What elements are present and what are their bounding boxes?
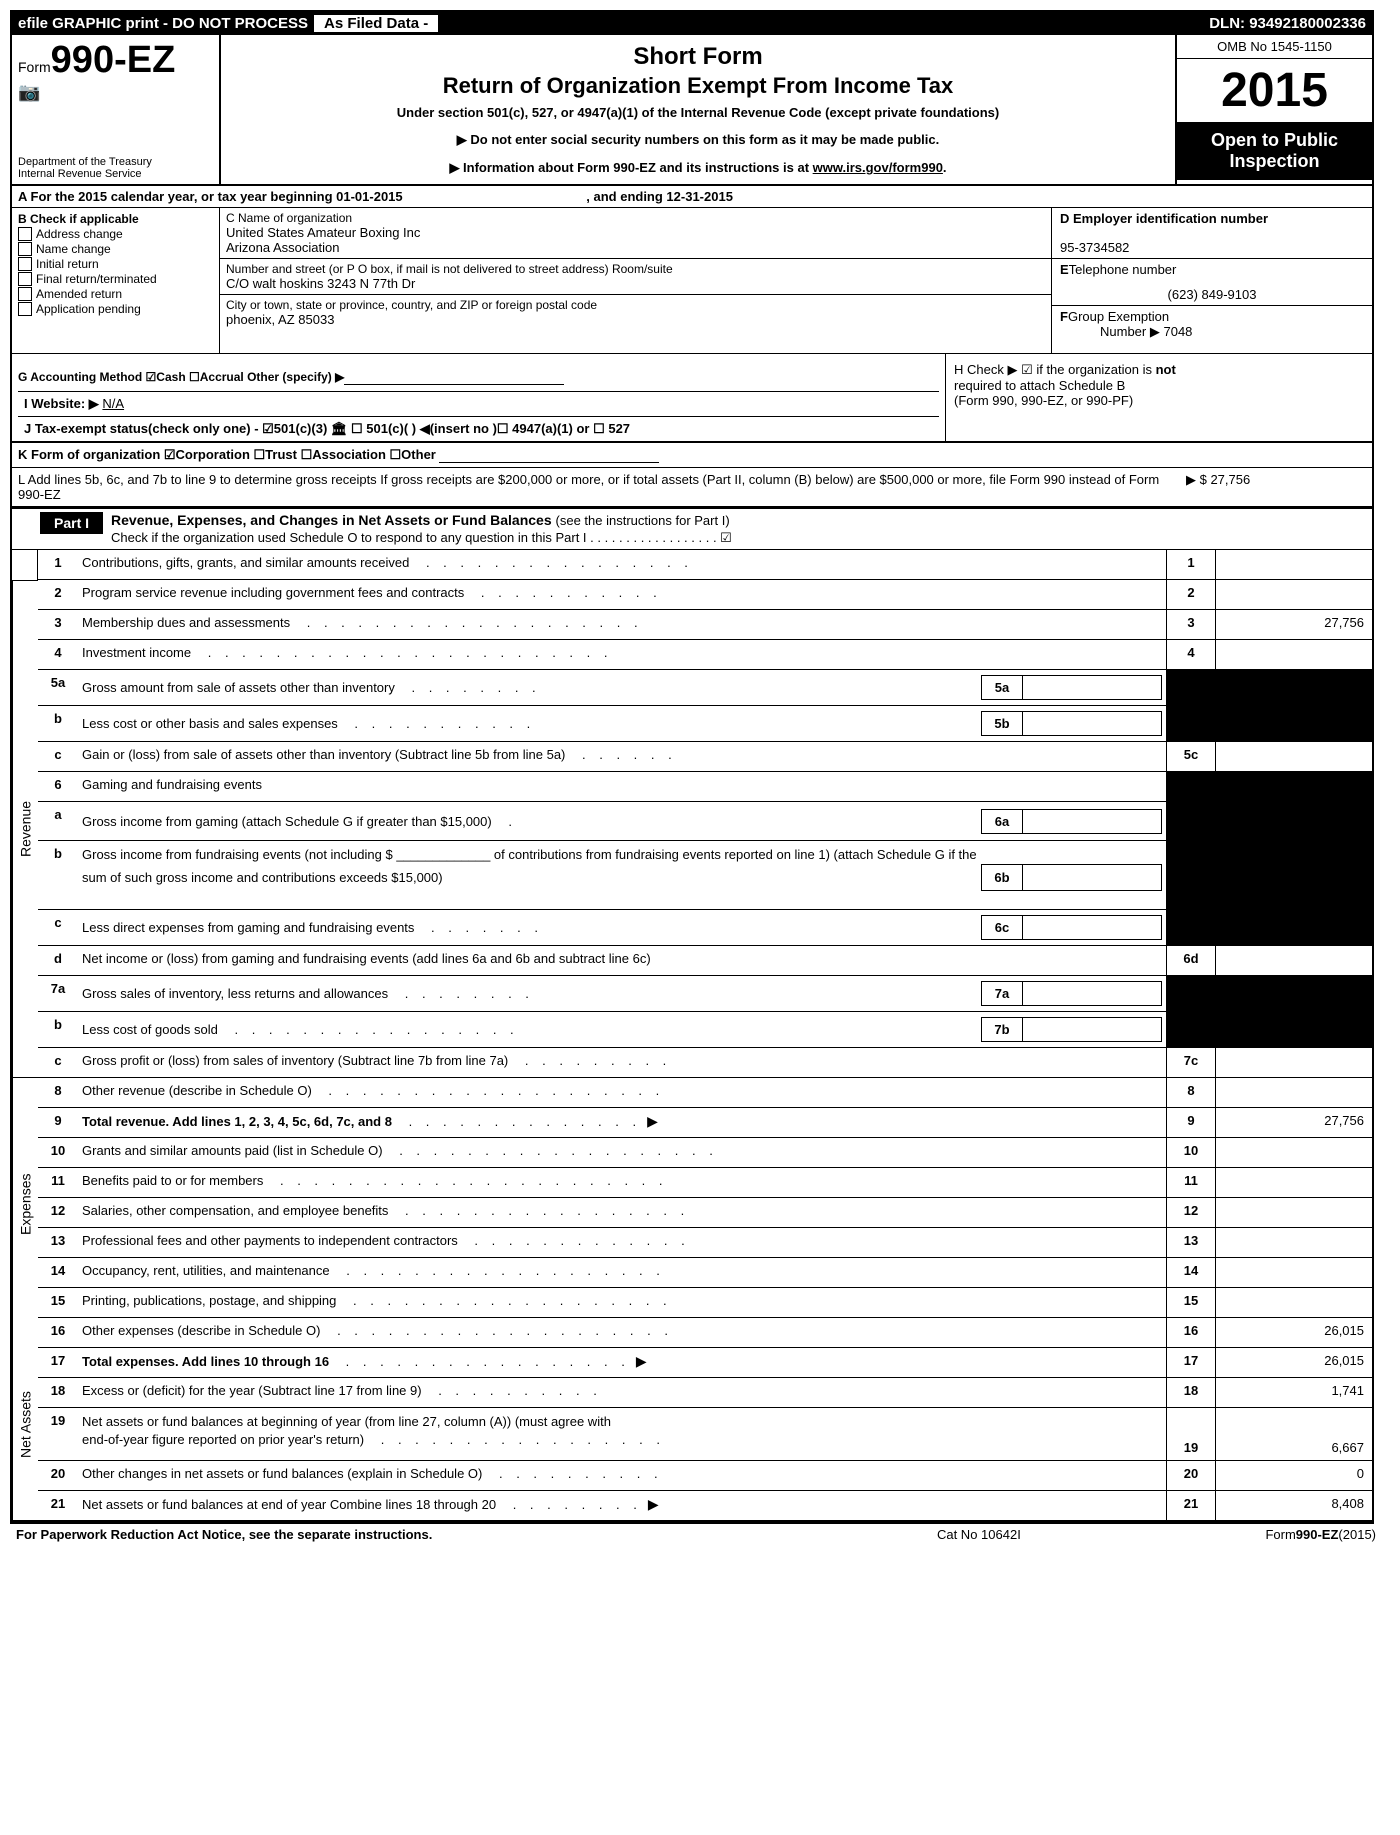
line-6a: aGross income from gaming (attach Schedu… — [38, 802, 1372, 841]
cb-initial-return[interactable]: Initial return — [18, 257, 213, 271]
line-6c: cLess direct expenses from gaming and fu… — [38, 910, 1372, 946]
ssn-warning: ▶ Do not enter social security numbers o… — [231, 132, 1165, 148]
vtab-net-assets: Net Assets — [12, 1330, 38, 1520]
header-title: Short Form Return of Organization Exempt… — [221, 35, 1175, 184]
city-row: City or town, state or province, country… — [220, 295, 1051, 353]
tax-year: 2015 — [1177, 59, 1372, 122]
header: Form990-EZ 📷 Department of the Treasury … — [12, 35, 1372, 186]
line-5c: cGain or (loss) from sale of assets othe… — [38, 742, 1372, 772]
form-number: Form990-EZ — [18, 39, 213, 82]
phone-box: ETelephone number (623) 849-9103 — [1052, 259, 1372, 306]
vtab-revenue: Revenue — [12, 580, 38, 1077]
section-bcdef: B Check if applicable Address change Nam… — [12, 208, 1372, 354]
line-10: 10Grants and similar amounts paid (list … — [38, 1138, 1372, 1168]
box-b: B Check if applicable Address change Nam… — [12, 208, 220, 353]
cb-final-return[interactable]: Final return/terminated — [18, 272, 213, 286]
gh-left: G Accounting Method ☑Cash ☐Accrual Other… — [12, 354, 945, 441]
title-return-exempt: Return of Organization Exempt From Incom… — [231, 73, 1165, 99]
part-1-header: Part I Revenue, Expenses, and Changes in… — [12, 507, 1372, 550]
line-l: L Add lines 5b, 6c, and 7b to line 9 to … — [12, 468, 1372, 507]
efile-notice: efile GRAPHIC print - DO NOT PROCESS — [18, 15, 308, 32]
line-9: 9Total revenue. Add lines 1, 2, 3, 4, 5c… — [38, 1108, 1372, 1138]
part-1-label: Part I — [40, 512, 103, 534]
omb-number: OMB No 1545-1150 — [1177, 35, 1372, 59]
irs-link[interactable]: www.irs.gov/form990 — [813, 160, 943, 175]
page-footer: For Paperwork Reduction Act Notice, see … — [10, 1524, 1382, 1545]
line-5b: bLess cost or other basis and sales expe… — [38, 706, 1372, 742]
line-14: 14Occupancy, rent, utilities, and mainte… — [38, 1258, 1372, 1288]
form-990ez: efile GRAPHIC print - DO NOT PROCESS As … — [10, 10, 1374, 1524]
line-i: I Website: ▶ N/A — [18, 391, 939, 416]
line-18: 18Excess or (deficit) for the year (Subt… — [38, 1378, 1372, 1408]
box-def: D Employer identification number 95-3734… — [1052, 208, 1372, 353]
info-link-line: ▶ Information about Form 990-EZ and its … — [231, 160, 1165, 176]
line-5a: 5aGross amount from sale of assets other… — [38, 670, 1372, 706]
treasury-dept: Department of the Treasury Internal Reve… — [18, 156, 213, 180]
schedule-o-check: Check if the organization used Schedule … — [111, 530, 1364, 546]
header-right: OMB No 1545-1150 2015 Open to Public Ins… — [1175, 35, 1372, 184]
box-c: C Name of organization United States Ama… — [220, 208, 1052, 353]
line-16: 16Other expenses (describe in Schedule O… — [38, 1318, 1372, 1348]
address-row: Number and street (or P O box, if mail i… — [220, 259, 1051, 295]
part-1-title: Revenue, Expenses, and Changes in Net As… — [103, 509, 1372, 549]
paperwork-notice: For Paperwork Reduction Act Notice, see … — [16, 1527, 432, 1542]
line-11: 11Benefits paid to or for members . . . … — [38, 1168, 1372, 1198]
vertical-tabs: Revenue Expenses Net Assets — [12, 550, 38, 1520]
line-j: J Tax-exempt status(check only one) - ☑5… — [18, 416, 939, 441]
line-6d: dNet income or (loss) from gaming and fu… — [38, 946, 1372, 976]
group-exemption-box: FGroup Exemption Number ▶ 7048 — [1052, 306, 1372, 353]
line-1: 1Contributions, gifts, grants, and simil… — [38, 550, 1372, 580]
line-21: 21Net assets or fund balances at end of … — [38, 1491, 1372, 1520]
line-7b: bLess cost of goods sold . . . . . . . .… — [38, 1012, 1372, 1048]
line-7a: 7aGross sales of inventory, less returns… — [38, 976, 1372, 1012]
line-h: H Check ▶ ☑ if the organization is not r… — [945, 354, 1372, 441]
org-name-row: C Name of organization United States Ama… — [220, 208, 1051, 259]
form-ref: Form990-EZ(2015) — [1265, 1527, 1376, 1542]
line-17: 17Total expenses. Add lines 10 through 1… — [38, 1348, 1372, 1378]
line-4: 4Investment income . . . . . . . . . . .… — [38, 640, 1372, 670]
dln: DLN: 93492180002336 — [1209, 15, 1366, 32]
line-g: G Accounting Method ☑Cash ☐Accrual Other… — [18, 364, 939, 391]
line-k: K Form of organization ☑Corporation ☐Tru… — [12, 442, 1372, 468]
cb-amended-return[interactable]: Amended return — [18, 287, 213, 301]
line-13: 13Professional fees and other payments t… — [38, 1228, 1372, 1258]
line-20: 20Other changes in net assets or fund ba… — [38, 1461, 1372, 1491]
line-8: 8Other revenue (describe in Schedule O) … — [38, 1078, 1372, 1108]
cb-address-change[interactable]: Address change — [18, 227, 213, 241]
section-ref: Under section 501(c), 527, or 4947(a)(1)… — [231, 105, 1165, 120]
line-12: 12Salaries, other compensation, and empl… — [38, 1198, 1372, 1228]
cb-name-change[interactable]: Name change — [18, 242, 213, 256]
inspection-box: Open to Public Inspection — [1177, 122, 1372, 180]
section-gh: G Accounting Method ☑Cash ☐Accrual Other… — [12, 354, 1372, 442]
box-b-title: B Check if applicable — [18, 212, 213, 226]
line-6b: bGross income from fundraising events (n… — [38, 841, 1372, 910]
line-a: A For the 2015 calendar year, or tax yea… — [12, 186, 1372, 208]
line-3: 3Membership dues and assessments . . . .… — [38, 610, 1372, 640]
line-19: 19Net assets or fund balances at beginni… — [38, 1408, 1372, 1461]
header-left: Form990-EZ 📷 Department of the Treasury … — [12, 35, 221, 184]
line-6: 6Gaming and fundraising events — [38, 772, 1372, 802]
line-15: 15Printing, publications, postage, and s… — [38, 1288, 1372, 1318]
cb-application-pending[interactable]: Application pending — [18, 302, 213, 316]
efile-icon: 📷 — [18, 82, 213, 103]
ein-box: D Employer identification number 95-3734… — [1052, 208, 1372, 259]
vtab-expenses: Expenses — [12, 1077, 38, 1330]
as-filed-label: As Filed Data - — [314, 15, 438, 32]
form-lines: 1Contributions, gifts, grants, and simil… — [38, 550, 1372, 1520]
part-1-body: Revenue Expenses Net Assets 1Contributio… — [12, 550, 1372, 1522]
cat-no: Cat No 10642I — [937, 1527, 1021, 1542]
title-short-form: Short Form — [231, 43, 1165, 71]
line-7c: cGross profit or (loss) from sales of in… — [38, 1048, 1372, 1078]
line-2: 2Program service revenue including gover… — [38, 580, 1372, 610]
top-bar: efile GRAPHIC print - DO NOT PROCESS As … — [12, 12, 1372, 35]
